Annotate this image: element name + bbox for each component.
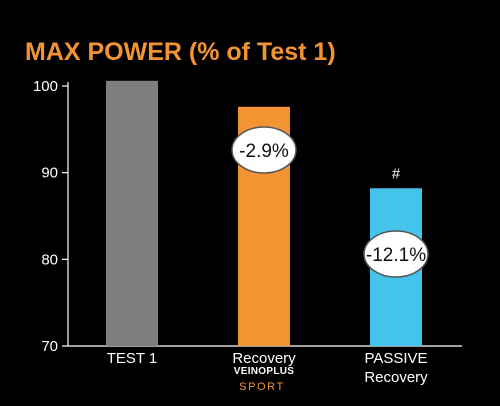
- chart-title: MAX POWER (% of Test 1): [25, 38, 336, 66]
- y-tick-label: 80: [41, 251, 58, 268]
- badge-label: -12.1%: [366, 245, 426, 266]
- badge-ellipse: [363, 230, 429, 278]
- veinoplus-sport-logo: VEINOPLUS SPORT: [234, 366, 295, 393]
- category-label: TEST 1: [107, 350, 158, 367]
- change-badge: -2.9%: [231, 126, 297, 174]
- category-label: Recovery: [232, 350, 296, 367]
- bars: [106, 80, 422, 347]
- category-label: PASSIVE Recovery: [364, 350, 428, 386]
- badge-ellipse: [231, 126, 297, 174]
- badges: -2.9% -12.1%: [231, 126, 429, 278]
- brand-main-text: VEINOPLUS: [234, 366, 295, 377]
- y-tick-label: 90: [41, 165, 58, 182]
- badge-label: -2.9%: [239, 141, 289, 162]
- change-badge: -12.1%: [363, 230, 429, 278]
- y-tick-label: 70: [41, 338, 58, 355]
- significance-marker: #: [392, 165, 401, 182]
- significance-markers: #: [392, 165, 401, 182]
- y-tick-label: 100: [33, 78, 58, 95]
- bar: [106, 80, 158, 347]
- category-labels: TEST 1 Recovery PASSIVE Recovery: [107, 350, 428, 386]
- brand-sub-text: SPORT: [239, 381, 285, 393]
